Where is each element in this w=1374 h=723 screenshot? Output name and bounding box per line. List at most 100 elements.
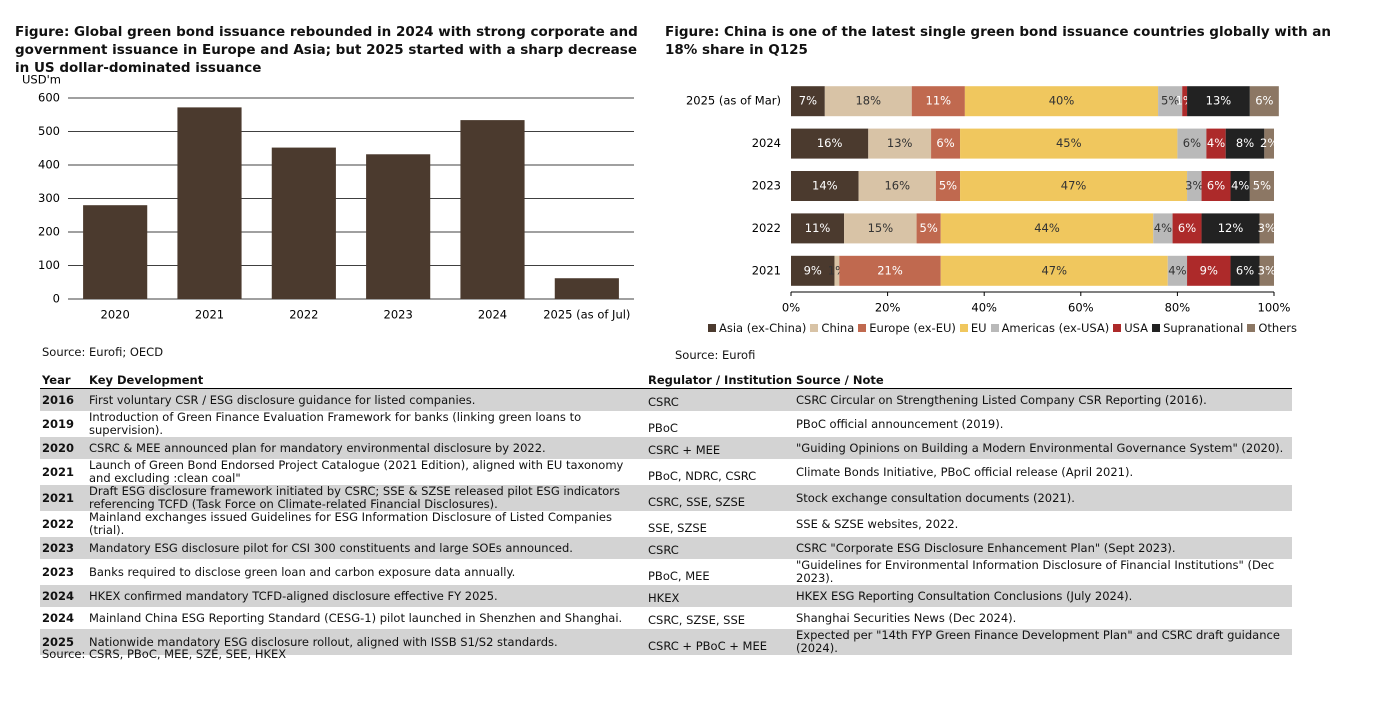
column-header: Source / Note xyxy=(794,372,1292,389)
development-cell: HKEX confirmed mandatory TCFD-aligned di… xyxy=(87,585,646,607)
bar-segment xyxy=(824,86,912,117)
data-label: 15% xyxy=(868,221,894,235)
bar-segment xyxy=(1249,86,1279,117)
x-tick-label: 0% xyxy=(782,301,800,315)
bar-segment xyxy=(844,213,917,244)
data-label: 3% xyxy=(1258,263,1276,277)
legend-item: EU xyxy=(959,321,987,335)
right-chart-source: Source: Eurofi xyxy=(675,348,756,362)
bar-segment xyxy=(1230,255,1260,286)
bar xyxy=(83,205,148,299)
data-label: 12% xyxy=(1218,221,1244,235)
bar-segment xyxy=(858,171,936,201)
bar-segment xyxy=(1201,213,1260,244)
column-header: Regulator / Institution xyxy=(646,372,794,389)
bar-segment xyxy=(868,128,932,159)
legend-label: EU xyxy=(970,321,987,335)
bar xyxy=(460,120,525,299)
legend-swatch xyxy=(990,324,999,332)
legend-item: China xyxy=(810,321,854,335)
regulator-cell: CSRC xyxy=(646,388,794,411)
table-row: 2016 First voluntary CSR / ESG disclosure… xyxy=(40,388,1292,411)
development-table: Year Key Development Regulator / Instituti… xyxy=(40,372,1292,655)
year-cell: 2021 xyxy=(42,464,75,479)
year-cell: 2019 xyxy=(42,416,75,431)
legend-label: Others xyxy=(1258,321,1297,335)
source-cell: CSRC "Corporate ESG Disclosure Enhanceme… xyxy=(794,537,1292,559)
bar-segment xyxy=(1182,86,1188,117)
column-header: Key Development xyxy=(87,372,646,389)
regulator-cell: CSRC + MEE xyxy=(646,437,794,459)
legend-label: Europe (ex-EU) xyxy=(869,321,956,335)
regulator-cell: PBoC xyxy=(648,421,678,435)
data-label: 44% xyxy=(1034,221,1060,235)
regulator-cell: CSRC + PBoC + MEE xyxy=(646,629,794,655)
data-label: 4% xyxy=(1207,136,1225,150)
bar-segment xyxy=(1158,86,1183,117)
legend-label: Asia (ex-China) xyxy=(719,321,807,335)
year-cell: 2024 xyxy=(40,585,87,607)
data-label: 6% xyxy=(1207,179,1225,193)
bar-segment xyxy=(964,86,1159,117)
y-tick-label: 2023 xyxy=(752,179,781,193)
data-label: 6% xyxy=(936,136,954,150)
data-label: 7% xyxy=(799,94,817,108)
table-row: 2022 Mainland exchanges issued Guidelines… xyxy=(40,511,1292,537)
legend-item: Supranational xyxy=(1152,321,1243,335)
source-cell: Climate Bonds Initiative, PBoC official … xyxy=(796,464,1134,479)
legend-label: USA xyxy=(1124,321,1149,335)
left-chart-title: Figure: Global green bond issuance rebou… xyxy=(15,24,638,76)
data-label: 9% xyxy=(1200,263,1218,277)
y-tick-label: 400 xyxy=(38,158,60,172)
bar-segment xyxy=(960,171,1188,201)
bar-segment xyxy=(1167,255,1188,286)
x-tick-label: 2023 xyxy=(384,308,413,322)
data-label: 45% xyxy=(1056,136,1082,150)
bar-segment xyxy=(911,86,965,117)
y-tick-label: 200 xyxy=(38,225,60,239)
source-cell: CSRC Circular on Strengthening Listed Co… xyxy=(794,388,1292,411)
source-cell: "Guiding Opinions on Building a Modern E… xyxy=(794,437,1292,459)
data-label: 47% xyxy=(1061,179,1087,193)
legend-swatch xyxy=(1247,324,1256,332)
bar-segment xyxy=(1259,213,1274,244)
legend-swatch xyxy=(858,324,867,332)
data-label: 6% xyxy=(1183,136,1201,150)
legend-item: Americas (ex-USA) xyxy=(990,321,1109,335)
source-cell: "Guidelines for Environmental Informatio… xyxy=(796,558,1275,585)
table-row: 2023 Banks required to disclose green loa… xyxy=(40,559,1292,585)
table-header: Year Key Development Regulator / Instituti… xyxy=(40,372,1292,389)
bar-segment xyxy=(1206,128,1226,159)
table-row: 2024 HKEX confirmed mandatory TCFD-aligne… xyxy=(40,585,1292,607)
y-tick-label: 600 xyxy=(38,91,60,105)
data-label: 16% xyxy=(817,136,843,150)
data-label: 5% xyxy=(1161,94,1179,108)
development-cell: Mainland China ESG Reporting Standard (C… xyxy=(89,610,623,625)
table-row: 2021 Draft ESG disclosure framework initi… xyxy=(40,485,1292,511)
bar-segment xyxy=(834,255,840,286)
bar-segment xyxy=(1187,86,1250,117)
data-label: 5% xyxy=(920,221,938,235)
data-label: 14% xyxy=(812,179,838,193)
source-cell: Stock exchange consultation documents (2… xyxy=(794,485,1292,511)
y-axis-unit: USD'm xyxy=(22,73,61,87)
source-cell: Expected per "14th FYP Green Finance Dev… xyxy=(794,629,1292,655)
table-row: 2019 Introduction of Green Finance Evalua… xyxy=(40,411,1292,437)
data-label: 13% xyxy=(1206,94,1232,108)
source-cell: SSE & SZSE websites, 2022. xyxy=(796,516,959,531)
year-cell: 2016 xyxy=(40,388,87,411)
bar xyxy=(271,147,336,299)
bar-segment xyxy=(1230,171,1250,201)
bar-segment xyxy=(1153,213,1173,244)
bar-segment xyxy=(916,213,941,244)
legend-swatch xyxy=(1152,324,1161,332)
y-tick-label: 500 xyxy=(38,124,60,138)
data-label: 47% xyxy=(1041,263,1067,277)
bar-segment xyxy=(791,128,869,159)
development-cell: Mandatory ESG disclosure pilot for CSI 3… xyxy=(87,537,646,559)
table-row: 2020 CSRC & MEE announced plan for mandat… xyxy=(40,437,1292,459)
development-cell: Nationwide mandatory ESG disclosure roll… xyxy=(87,629,646,655)
bar-segment xyxy=(1172,213,1202,244)
x-tick-label: 2025 (as of Jul) xyxy=(543,308,630,322)
